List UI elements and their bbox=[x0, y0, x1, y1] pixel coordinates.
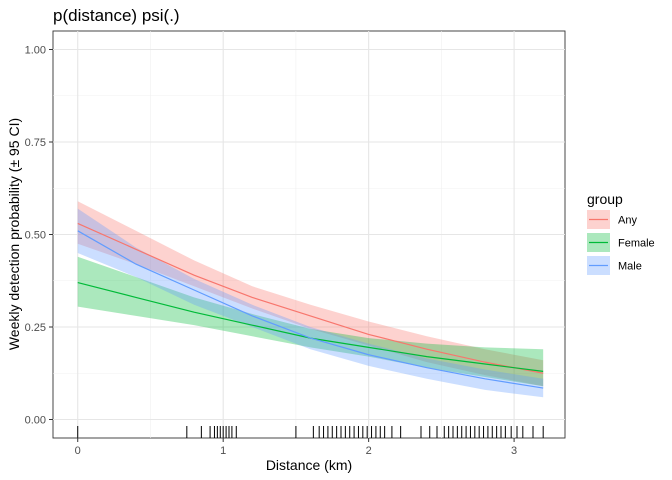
distance-rug bbox=[77, 426, 544, 438]
y-axis-title: Weekly detection probability (± 95 CI) bbox=[6, 118, 22, 350]
y-tick-label: 0.75 bbox=[25, 137, 46, 149]
legend-label: Any bbox=[618, 215, 637, 227]
ribbon-male bbox=[77, 208, 544, 398]
legend-items: Any Female Male bbox=[587, 210, 655, 275]
y-axis: 0.00 0.25 0.50 0.75 1.00 bbox=[25, 45, 53, 427]
legend-item-male: Male bbox=[587, 256, 642, 275]
series-lines bbox=[77, 222, 544, 389]
y-tick-label: 0.50 bbox=[25, 230, 46, 242]
legend-label: Male bbox=[618, 261, 642, 273]
x-axis-title: Distance (km) bbox=[266, 457, 352, 473]
chart-title: p(distance) psi(.) bbox=[53, 6, 180, 25]
x-axis: 0 1 2 3 bbox=[75, 438, 517, 457]
x-tick-label: 1 bbox=[220, 445, 226, 457]
line-any bbox=[77, 222, 544, 374]
confidence-ribbons bbox=[77, 201, 544, 398]
ribbon-female bbox=[77, 256, 544, 387]
y-tick-label: 0.00 bbox=[25, 415, 46, 427]
grid-lines bbox=[53, 31, 565, 438]
y-tick-label: 0.25 bbox=[25, 322, 46, 334]
ribbon-any bbox=[77, 201, 544, 387]
legend-title: group bbox=[587, 191, 623, 207]
legend-item-any: Any bbox=[587, 210, 637, 229]
y-tick-label: 1.00 bbox=[25, 45, 46, 57]
x-tick-label: 3 bbox=[511, 445, 517, 457]
x-tick-label: 2 bbox=[366, 445, 372, 457]
legend: group Any Female Male bbox=[587, 191, 655, 275]
line-male bbox=[77, 230, 544, 389]
legend-item-female: Female bbox=[587, 233, 655, 252]
x-tick-label: 0 bbox=[75, 445, 81, 457]
legend-label: Female bbox=[618, 238, 655, 250]
plot-panel bbox=[52, 30, 566, 439]
